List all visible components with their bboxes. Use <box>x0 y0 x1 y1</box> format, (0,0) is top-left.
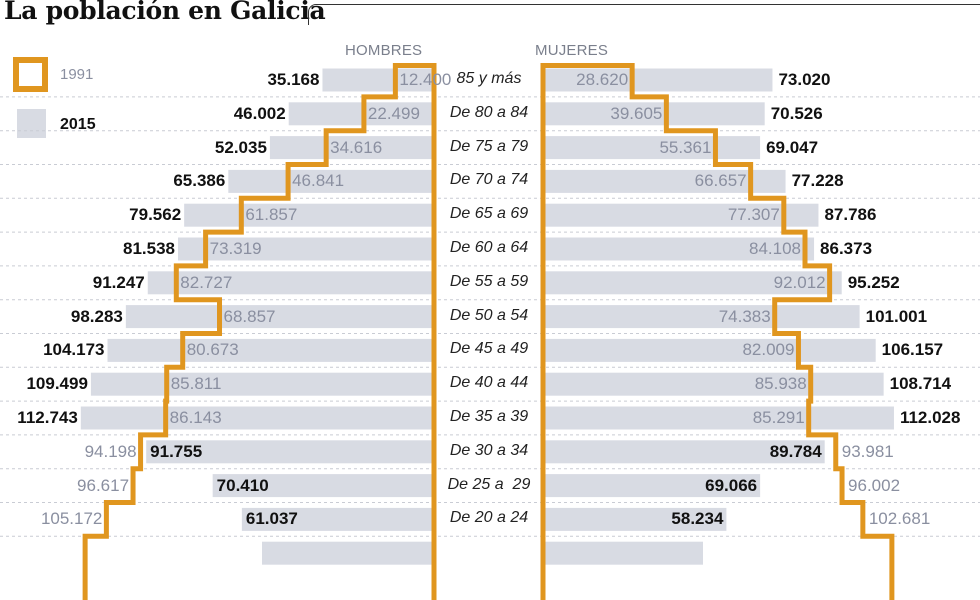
age-group-label: De 35 a 39 <box>449 408 529 425</box>
age-group-label: De 65 a 69 <box>449 205 529 223</box>
men-2015-value: 91.247 <box>92 272 145 292</box>
age-group-label: De 80 a 84 <box>449 103 529 121</box>
women-1991-value: 102.681 <box>868 509 931 529</box>
men-2015-value: 70.410 <box>216 475 269 495</box>
age-group-label: De 55 a 59 <box>449 272 529 290</box>
men-2015-value: 98.283 <box>70 306 123 326</box>
men-1991-value: 46.841 <box>292 171 345 191</box>
women-header: MUJERES <box>535 42 609 59</box>
women-1991-value: 66.657 <box>694 171 747 191</box>
women-1991-value: 93.981 <box>841 441 894 461</box>
age-group-label: De 70 a 74 <box>449 171 529 189</box>
women-1991-value: 82.009 <box>742 340 795 360</box>
men-1991-value: 80.673 <box>186 340 239 360</box>
men-1991-value: 105.172 <box>40 509 103 529</box>
women-2015-value: 69.066 <box>705 475 758 495</box>
men-2015-value: 109.499 <box>26 374 88 394</box>
women-2015-value: 86.373 <box>820 239 873 258</box>
women-2015-value: 73.020 <box>778 70 831 89</box>
women-2015-value: 70.526 <box>770 103 823 123</box>
women-1991-value: 85.938 <box>754 374 807 394</box>
women-1991-value: 74.383 <box>718 306 771 326</box>
men-1991-value: 22.499 <box>367 103 420 123</box>
women-1991-value: 28.620 <box>576 70 629 89</box>
legend-1991-label: 1991 <box>60 66 94 83</box>
age-group-label: De 75 a 79 <box>449 137 529 155</box>
legend-1991-swatch <box>13 57 48 92</box>
men-1991-value: 68.857 <box>223 306 276 326</box>
men-2015-value: 35.168 <box>267 70 320 89</box>
men-1991-value: 61.857 <box>245 205 298 225</box>
men-2015-value: 46.002 <box>233 103 286 123</box>
women-2015-value: 101.001 <box>865 306 928 326</box>
women-2015-value: 77.228 <box>791 171 844 191</box>
men-1991-value: 96.617 <box>77 475 130 495</box>
age-group-label: De 45 a 49 <box>449 340 529 358</box>
women-1991-value: 85.291 <box>752 408 805 427</box>
age-group-label: De 60 a 64 <box>449 239 529 256</box>
legend-2015-label: 2015 <box>60 116 96 133</box>
age-group-label: De 50 a 54 <box>449 306 529 324</box>
women-1991-value: 84.108 <box>749 239 801 258</box>
men-2015-value: 65.386 <box>173 171 226 191</box>
page-title: La población en Galicia <box>4 0 326 25</box>
age-group-label: De 30 a 34 <box>449 441 529 459</box>
women-2015-value: 58.234 <box>671 509 724 529</box>
title-rule <box>308 4 980 25</box>
men-1991-value: 12.400 <box>399 70 452 89</box>
age-group-label: De 20 a 24 <box>449 509 529 527</box>
men-2015-value: 52.035 <box>214 137 267 157</box>
women-1991-value: 92.012 <box>773 272 826 292</box>
women-2015-value: 87.786 <box>824 205 877 225</box>
women-2015-value: 106.157 <box>881 340 944 360</box>
men-header: HOMBRES <box>345 42 423 59</box>
legend-2015-swatch <box>17 109 46 138</box>
men-1991-value: 85.811 <box>170 374 222 394</box>
men-1991-value: 94.198 <box>84 441 137 461</box>
men-1991-value: 34.616 <box>330 137 383 157</box>
men-2015-value: 61.037 <box>245 509 298 529</box>
women-1991-value: 77.307 <box>727 205 780 225</box>
age-group-label: 85 y más <box>456 70 522 87</box>
women-2015-value: 89.784 <box>769 441 822 461</box>
women-1991-value: 55.361 <box>659 137 712 157</box>
women-2015-value: 112.028 <box>899 408 961 427</box>
women-1991-value: 39.605 <box>610 103 663 123</box>
age-group-label: De 40 a 44 <box>449 374 529 392</box>
men-2015-value: 112.743 <box>17 408 78 427</box>
women-2015-value: 95.252 <box>847 272 900 292</box>
age-group-label: De 25 a 29 <box>447 475 531 493</box>
men-2015-value: 104.173 <box>43 340 105 360</box>
men-1991-value: 73.319 <box>209 239 262 258</box>
men-2015-value: 81.538 <box>123 239 176 258</box>
women-2015-value: 108.714 <box>889 374 952 394</box>
men-2015-value: 79.562 <box>129 205 182 225</box>
men-1991-value: 86.143 <box>169 408 222 427</box>
men-1991-value: 82.727 <box>180 272 233 292</box>
men-2015-value: 91.755 <box>150 441 203 461</box>
women-1991-value: 96.002 <box>848 475 901 495</box>
women-2015-value: 69.047 <box>766 137 819 157</box>
